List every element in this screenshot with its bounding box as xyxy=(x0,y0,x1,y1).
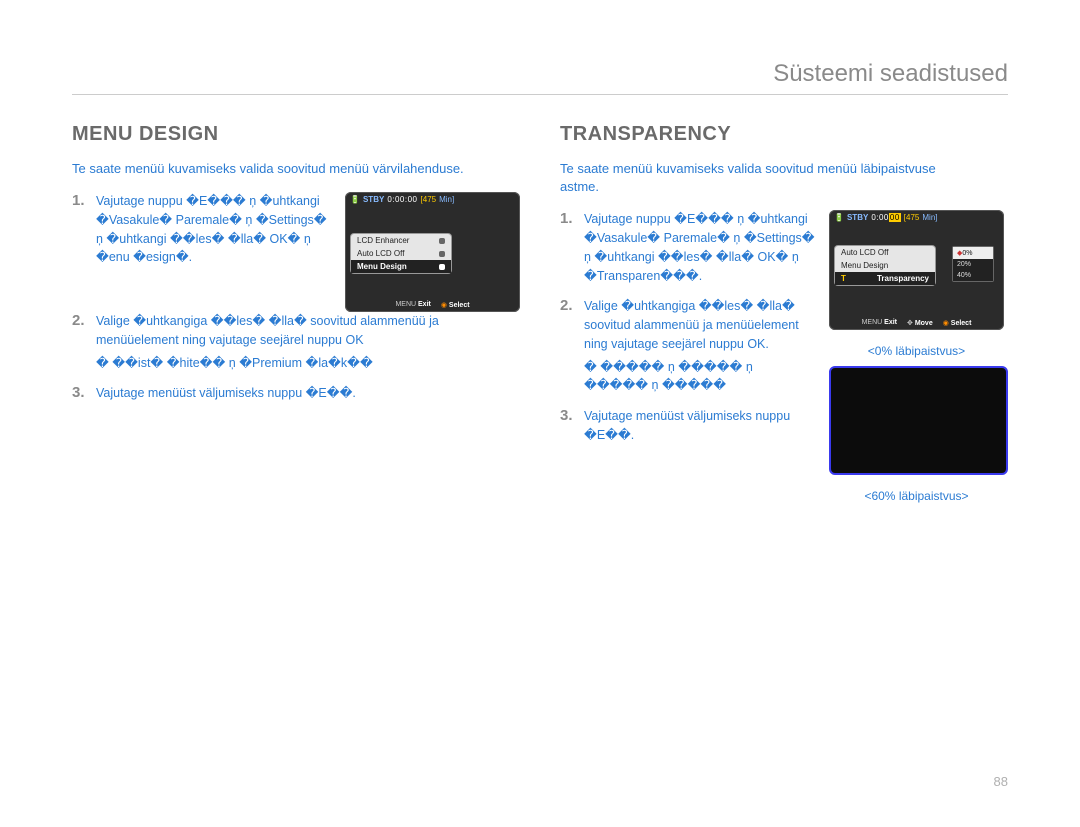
popup-option: ◆0% xyxy=(953,247,993,259)
preview-0 xyxy=(829,366,1008,475)
step-number: 3. xyxy=(72,384,90,403)
page-header: Süsteemi seadistused xyxy=(72,60,1008,95)
camera-screen-transparency: 🔋 STBY 0:0000 [475Min] Auto LCD Off Menu… xyxy=(829,210,1004,330)
step-number: 1. xyxy=(560,210,578,285)
osd-row: LCD Enhancer xyxy=(351,234,451,247)
menu-design-heading: MENU DESIGN xyxy=(72,123,520,146)
osd-row: Auto LCD Off xyxy=(835,246,935,259)
transparency-intro: Te saate menüü kuvamiseks valida soovitu… xyxy=(560,160,960,196)
step-number: 2. xyxy=(72,312,90,372)
popup-option: 20% xyxy=(953,259,993,270)
caption-60: <60% läbipaistvus> xyxy=(829,489,1004,503)
transparency-heading: TRANSPARENCY xyxy=(560,123,1008,146)
step-2: 2. Valige �uhtkangiga ��les� �lla� soovi… xyxy=(72,312,520,372)
stby-label: STBY xyxy=(363,195,384,204)
rec-remaining: [475 xyxy=(904,213,920,222)
step-number: 1. xyxy=(72,192,90,267)
osd-row-selected: TTransparency xyxy=(835,272,935,285)
step-text: Valige �uhtkangiga ��les� �lla� soovitud… xyxy=(96,312,520,372)
rec-min: Min] xyxy=(922,213,937,222)
osd-row-selected: Menu Design xyxy=(351,260,451,273)
step-3: 3. Vajutage menüüst väljumiseks nuppu �E… xyxy=(560,407,819,445)
osd-menu: LCD Enhancer Auto LCD Off Menu Design xyxy=(351,234,451,273)
battery-icon: 🔋 xyxy=(834,213,844,222)
battery-icon: 🔋 xyxy=(350,195,360,204)
step-text: Vajutage menüüst väljumiseks nuppu �E��. xyxy=(96,384,520,403)
rec-time: 0:00:00 xyxy=(387,195,417,204)
step-2: 2. Valige �uhtkangiga ��les� �lla� soovi… xyxy=(560,297,819,395)
osd-menu: Auto LCD Off Menu Design TTransparency xyxy=(835,246,935,285)
caption-0: <0% läbipaistvus> xyxy=(829,344,1004,358)
step-text: Vajutage nuppu �E��� ņ �uhtkangi �Vasaku… xyxy=(584,210,819,285)
step-3: 3. Vajutage menüüst väljumiseks nuppu �E… xyxy=(72,384,520,403)
rec-min: Min] xyxy=(439,195,454,204)
step-text: Vajutage menüüst väljumiseks nuppu �E��. xyxy=(584,407,819,445)
transparency-section: TRANSPARENCY Te saate menüü kuvamiseks v… xyxy=(560,123,1008,503)
step-text: Valige �uhtkangiga ��les� �lla� soovitud… xyxy=(584,297,819,395)
menu-design-section: MENU DESIGN Te saate menüü kuvamiseks va… xyxy=(72,123,520,503)
step-text: Vajutage nuppu �E��� ņ �uhtkangi �Vasaku… xyxy=(96,192,335,267)
step-1: 1. Vajutage nuppu �E��� ņ �uhtkangi �Vas… xyxy=(560,210,819,285)
osd-footer: MENU Exit ◉ Select xyxy=(345,301,520,309)
step-1: 1. Vajutage nuppu �E��� ņ �uhtkangi �Vas… xyxy=(72,192,335,267)
rec-remaining: [475 xyxy=(421,195,437,204)
camera-screen-menu-design: 🔋 STBY 0:00:00 [475Min] LCD Enhancer Aut… xyxy=(345,192,520,312)
step-number: 3. xyxy=(560,407,578,445)
transparency-popup: ◆0% 20% 40% xyxy=(952,246,994,282)
osd-row: Auto LCD Off xyxy=(351,247,451,260)
page-number: 88 xyxy=(994,774,1008,789)
step-number: 2. xyxy=(560,297,578,395)
popup-option: 40% xyxy=(953,270,993,281)
osd-footer: MENU Exit ✥ Move ◉ Select xyxy=(829,319,1004,327)
osd-row: Menu Design xyxy=(835,259,935,272)
menu-design-intro: Te saate menüü kuvamiseks valida soovitu… xyxy=(72,160,472,178)
stby-label: STBY xyxy=(847,213,868,222)
